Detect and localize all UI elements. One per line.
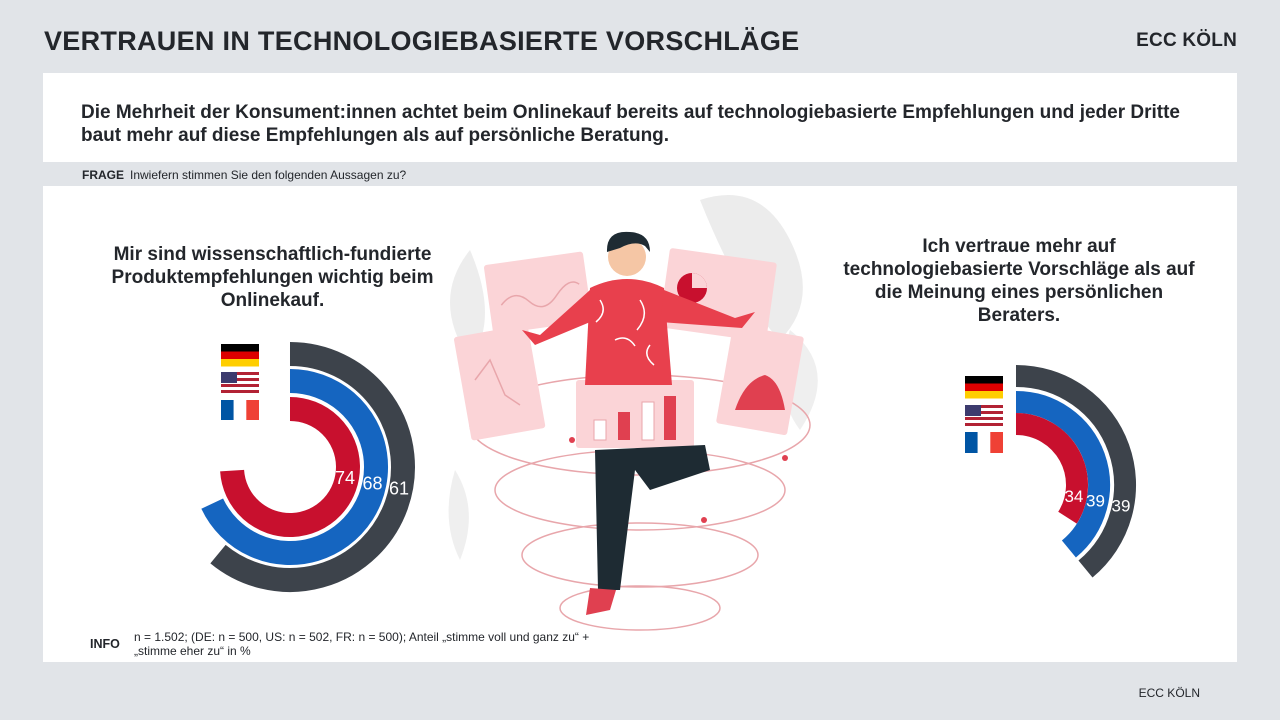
chart-right-title: Ich vertraue mehr auf technologiebasiert… xyxy=(843,236,1195,326)
value-label-us: 68 xyxy=(362,473,382,493)
leaf-decoration-left xyxy=(450,250,485,360)
question: FRAGE Inwiefern stimmen Sie den folgenden… xyxy=(82,168,406,182)
value-label-fr: 74 xyxy=(335,468,355,488)
ring-de xyxy=(210,342,415,592)
footer-brand: ECC KÖLN xyxy=(1138,686,1200,700)
ring-fr xyxy=(1015,413,1088,524)
value-label-de: 61 xyxy=(389,479,409,499)
france-flag xyxy=(965,432,1003,453)
page-title: VERTRAUEN IN TECHNOLOGIEBASIERTE VORSCHL… xyxy=(44,26,800,56)
ring-us xyxy=(201,369,388,565)
value-label-fr: 34 xyxy=(1064,487,1083,506)
germany-flag xyxy=(965,376,1003,399)
leaf-decoration-bottom xyxy=(448,470,469,560)
info-label: INFO xyxy=(90,637,120,651)
ring-fr xyxy=(220,397,360,537)
france-flag xyxy=(221,400,259,420)
info-text: n = 1.502; (DE: n = 500, US: n = 502, FR… xyxy=(134,630,590,658)
ring-us xyxy=(1015,391,1111,558)
value-label-de: 39 xyxy=(1112,496,1131,515)
usa-flag xyxy=(221,372,259,393)
question-label: FRAGE xyxy=(82,168,124,182)
ring-de xyxy=(1015,365,1137,578)
headline: Die Mehrheit der Konsument:innen achtet … xyxy=(81,102,1180,146)
value-label-us: 39 xyxy=(1086,491,1105,510)
headline-box: Die Mehrheit der Konsument:innen achtet … xyxy=(43,73,1237,162)
radial-chart-left: 61 68 74 xyxy=(201,342,415,592)
chart-left-title: Mir sind wissenschaftlich-fundierte Prod… xyxy=(111,244,434,311)
question-text: Inwiefern stimmen Sie den folgenden Auss… xyxy=(130,168,407,182)
usa-flag xyxy=(965,405,1003,426)
germany-flag xyxy=(221,344,259,367)
person-dashboard-illustration xyxy=(448,195,818,631)
brand-logo: ECC KÖLN xyxy=(1136,30,1237,51)
